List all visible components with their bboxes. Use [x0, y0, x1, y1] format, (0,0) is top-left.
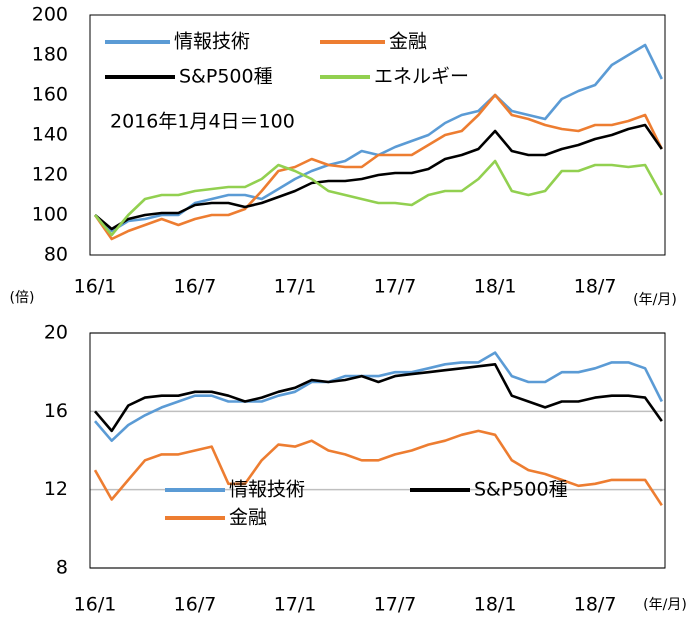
y-tick-label: 140 [32, 124, 68, 146]
legend-label: 情報技術 [229, 479, 305, 501]
x-tick-label: 16/1 [74, 594, 117, 616]
x-tick-label: 18/1 [474, 276, 517, 298]
x-tick-label: 16/7 [174, 594, 217, 616]
x-tick-label: 18/1 [474, 594, 517, 616]
y-tick-label: 160 [32, 84, 68, 106]
series-line [93, 93, 663, 241]
series-line [94, 123, 663, 231]
series-line [93, 429, 663, 507]
y-tick-label: 8 [56, 557, 68, 579]
legend-label: エネルギー [374, 66, 469, 88]
legend-label: S&P500種 [179, 66, 273, 88]
x-tick-label: 17/1 [274, 276, 317, 298]
x-tick-label: 17/7 [374, 276, 417, 298]
y-tick-label: 12 [44, 478, 68, 500]
x-axis-label: (年/月) [633, 292, 677, 308]
x-tick-label: 18/7 [574, 594, 617, 616]
x-axis-label: (年/月) [643, 597, 687, 613]
series-line [94, 159, 663, 237]
annotation: 2016年1月4日＝100 [110, 111, 295, 133]
legend-label: 情報技術 [174, 31, 250, 53]
x-tick-label: 16/1 [74, 276, 117, 298]
x-tick-label: 16/7 [174, 276, 217, 298]
series-line [94, 351, 663, 442]
y-tick-label: 120 [32, 164, 68, 186]
x-tick-label: 17/1 [274, 594, 317, 616]
series-line [94, 363, 663, 433]
y-axis-label: (倍) [10, 290, 35, 306]
y-tick-label: 16 [44, 400, 68, 422]
x-tick-label: 17/7 [374, 594, 417, 616]
y-tick-label: 80 [44, 244, 68, 266]
legend-label: 金融 [229, 507, 267, 529]
y-tick-label: 200 [32, 4, 68, 26]
legend-label: 金融 [389, 31, 427, 53]
x-tick-label: 18/7 [574, 276, 617, 298]
y-tick-label: 100 [32, 204, 68, 226]
plot-frame [89, 332, 666, 569]
y-tick-label: 180 [32, 44, 68, 66]
legend-label: S&P500種 [474, 479, 568, 501]
plot-frame [89, 14, 666, 256]
y-tick-label: 20 [44, 322, 68, 344]
